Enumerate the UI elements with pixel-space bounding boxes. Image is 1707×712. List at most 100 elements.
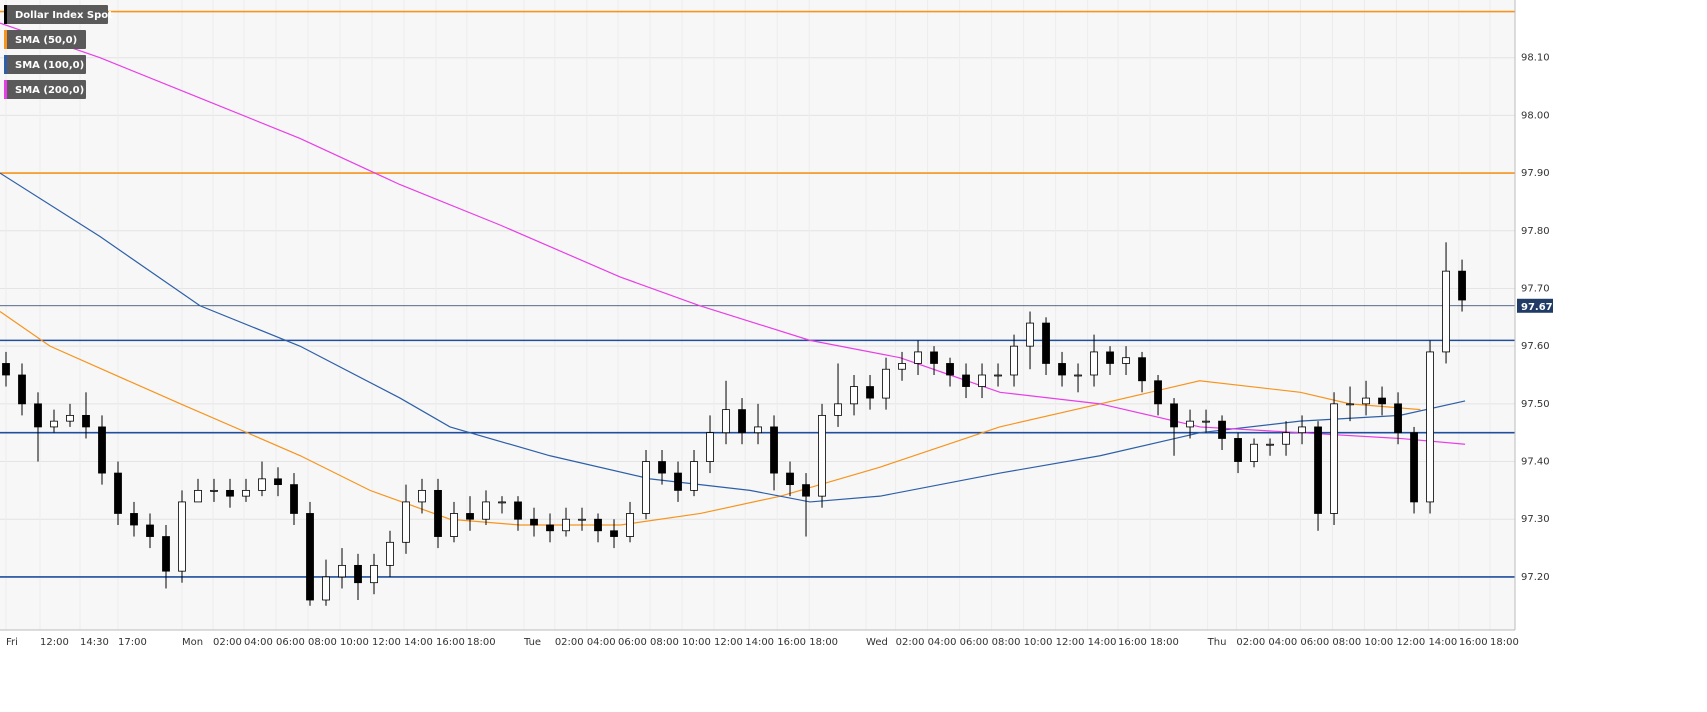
x-tick-label: 06:00	[1300, 637, 1329, 648]
x-tick-label: 04:00	[244, 637, 273, 648]
candle-body	[1170, 403, 1178, 428]
candle-body	[498, 501, 506, 504]
candle-body	[258, 478, 266, 491]
x-tick-label: 14:00	[404, 637, 433, 648]
x-tick-label: 08:00	[650, 637, 679, 648]
x-tick-label: 06:00	[618, 637, 647, 648]
x-tick-label: 02:00	[1236, 637, 1265, 648]
candle-body	[130, 513, 138, 526]
candle-body	[610, 530, 618, 537]
candle-body	[114, 472, 122, 514]
legend-box	[4, 30, 86, 49]
x-tick-label: 14:30	[80, 637, 109, 648]
plot-area	[0, 0, 1515, 630]
x-tick-label: 06:00	[960, 637, 989, 648]
x-tick-label: 08:00	[1332, 637, 1361, 648]
candle-body	[1442, 270, 1450, 353]
candle-body	[2, 363, 10, 376]
candle-body	[34, 403, 42, 428]
x-tick-label: 18:00	[809, 637, 838, 648]
candle-body	[1202, 420, 1210, 423]
candle-body	[754, 426, 762, 434]
candle-body	[18, 374, 26, 405]
candle-body	[1426, 351, 1434, 503]
x-tick-label: 18:00	[1490, 637, 1519, 648]
candle-body	[1394, 403, 1402, 434]
candle-body	[386, 541, 394, 566]
candle-body	[1218, 420, 1226, 439]
candle-body	[1090, 351, 1098, 376]
candle-body	[210, 489, 218, 492]
candle-body	[1330, 403, 1338, 514]
candle-body	[818, 414, 826, 497]
y-tick-label: 98.00	[1521, 110, 1550, 121]
candle-body	[626, 513, 634, 537]
candle-body	[834, 403, 842, 416]
x-tick-label: Fri	[6, 637, 18, 648]
x-tick-label: Mon	[182, 637, 203, 648]
y-tick-label: 97.70	[1521, 283, 1550, 294]
candle-body	[1074, 374, 1082, 377]
x-tick-label: 02:00	[896, 637, 925, 648]
candle-body	[1298, 426, 1306, 434]
candle-body	[354, 564, 362, 584]
candle-body	[786, 472, 794, 486]
candle-body	[98, 426, 106, 474]
candle-body	[802, 484, 810, 497]
candle-body	[930, 351, 938, 364]
x-tick-label: 10:00	[1024, 637, 1053, 648]
legend-label: SMA (200,0)	[15, 85, 84, 96]
x-tick-label: 16:00	[777, 637, 806, 648]
x-tick-label: Thu	[1207, 637, 1227, 648]
candle-body	[1042, 322, 1050, 364]
candle-body	[66, 414, 74, 422]
x-tick-label: 08:00	[992, 637, 1021, 648]
candle-body	[738, 409, 746, 434]
candle-body	[482, 501, 490, 520]
x-tick-label: 02:00	[213, 637, 242, 648]
x-tick-label: 14:00	[1428, 637, 1457, 648]
sma-line	[0, 311, 1421, 526]
candle-body	[1346, 403, 1354, 406]
legend-label: SMA (50,0)	[15, 35, 77, 46]
x-tick-label: 06:00	[276, 637, 305, 648]
x-tick-label: 02:00	[555, 637, 584, 648]
y-tick-label: 97.90	[1521, 168, 1550, 179]
indicators	[0, 22, 1466, 526]
candle-body	[370, 564, 378, 584]
candle-body	[1058, 363, 1066, 376]
candle-body	[642, 461, 650, 514]
legend-label: SMA (100,0)	[15, 60, 84, 71]
legend-box	[4, 55, 86, 74]
legend-box	[4, 80, 86, 99]
candle-body	[322, 576, 330, 601]
x-tick-label: 12:00	[1396, 637, 1425, 648]
x-tick-label: Tue	[523, 637, 541, 648]
candle-body	[418, 489, 426, 503]
candle-body	[178, 501, 186, 572]
candle-body	[162, 536, 170, 572]
candle-body	[1410, 432, 1418, 503]
candle-body	[146, 524, 154, 537]
candle-body	[658, 461, 666, 474]
candle-body	[1250, 443, 1258, 462]
candle-body	[770, 426, 778, 474]
x-tick-label: 12:00	[714, 637, 743, 648]
candle-body	[1186, 420, 1194, 428]
candle-body	[882, 368, 890, 399]
candle-body	[1122, 357, 1130, 364]
candle-body	[674, 472, 682, 491]
x-tick-label: 04:00	[928, 637, 957, 648]
candle-body	[242, 489, 250, 497]
x-tick-label: 17:00	[118, 637, 147, 648]
x-tick-label: 14:00	[1088, 637, 1117, 648]
candle-body	[706, 432, 714, 462]
candle-body	[274, 478, 282, 486]
candle-body	[1026, 322, 1034, 347]
y-tick-label: 97.80	[1521, 226, 1550, 237]
last-price-label: 97.67	[1521, 302, 1553, 313]
candle-body	[1106, 351, 1114, 364]
y-tick-label: 97.60	[1521, 341, 1550, 352]
x-tick-label: 14:00	[745, 637, 774, 648]
x-tick-label: 18:00	[467, 637, 496, 648]
